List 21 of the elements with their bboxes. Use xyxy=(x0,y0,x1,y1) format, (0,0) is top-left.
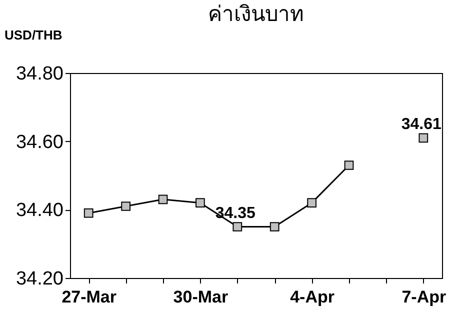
y-tick-label: 34.20 xyxy=(16,268,64,290)
x-tick-label: 4-Apr xyxy=(290,288,335,306)
y-tick-label: 34.60 xyxy=(16,132,64,153)
point xyxy=(84,208,94,218)
x-tick-label: 30-Mar xyxy=(173,288,228,306)
x-tick-label: 27-Mar xyxy=(62,288,117,306)
point xyxy=(418,133,428,143)
data-label: 34.61 xyxy=(401,116,442,133)
x-tick-label: 7-Apr xyxy=(402,288,446,306)
y-tick-label: 34.40 xyxy=(16,200,64,222)
data-label: 34.35 xyxy=(215,204,256,222)
point xyxy=(121,202,130,211)
point xyxy=(344,160,354,170)
point xyxy=(158,194,168,204)
y-axis-title: USD/THB xyxy=(4,28,62,42)
point xyxy=(270,222,280,232)
y-tick-label: 34.80 xyxy=(16,64,64,84)
point xyxy=(196,198,205,208)
chart-title: ค่าเงินบาท xyxy=(208,2,304,26)
point xyxy=(232,222,242,232)
point xyxy=(307,198,316,208)
